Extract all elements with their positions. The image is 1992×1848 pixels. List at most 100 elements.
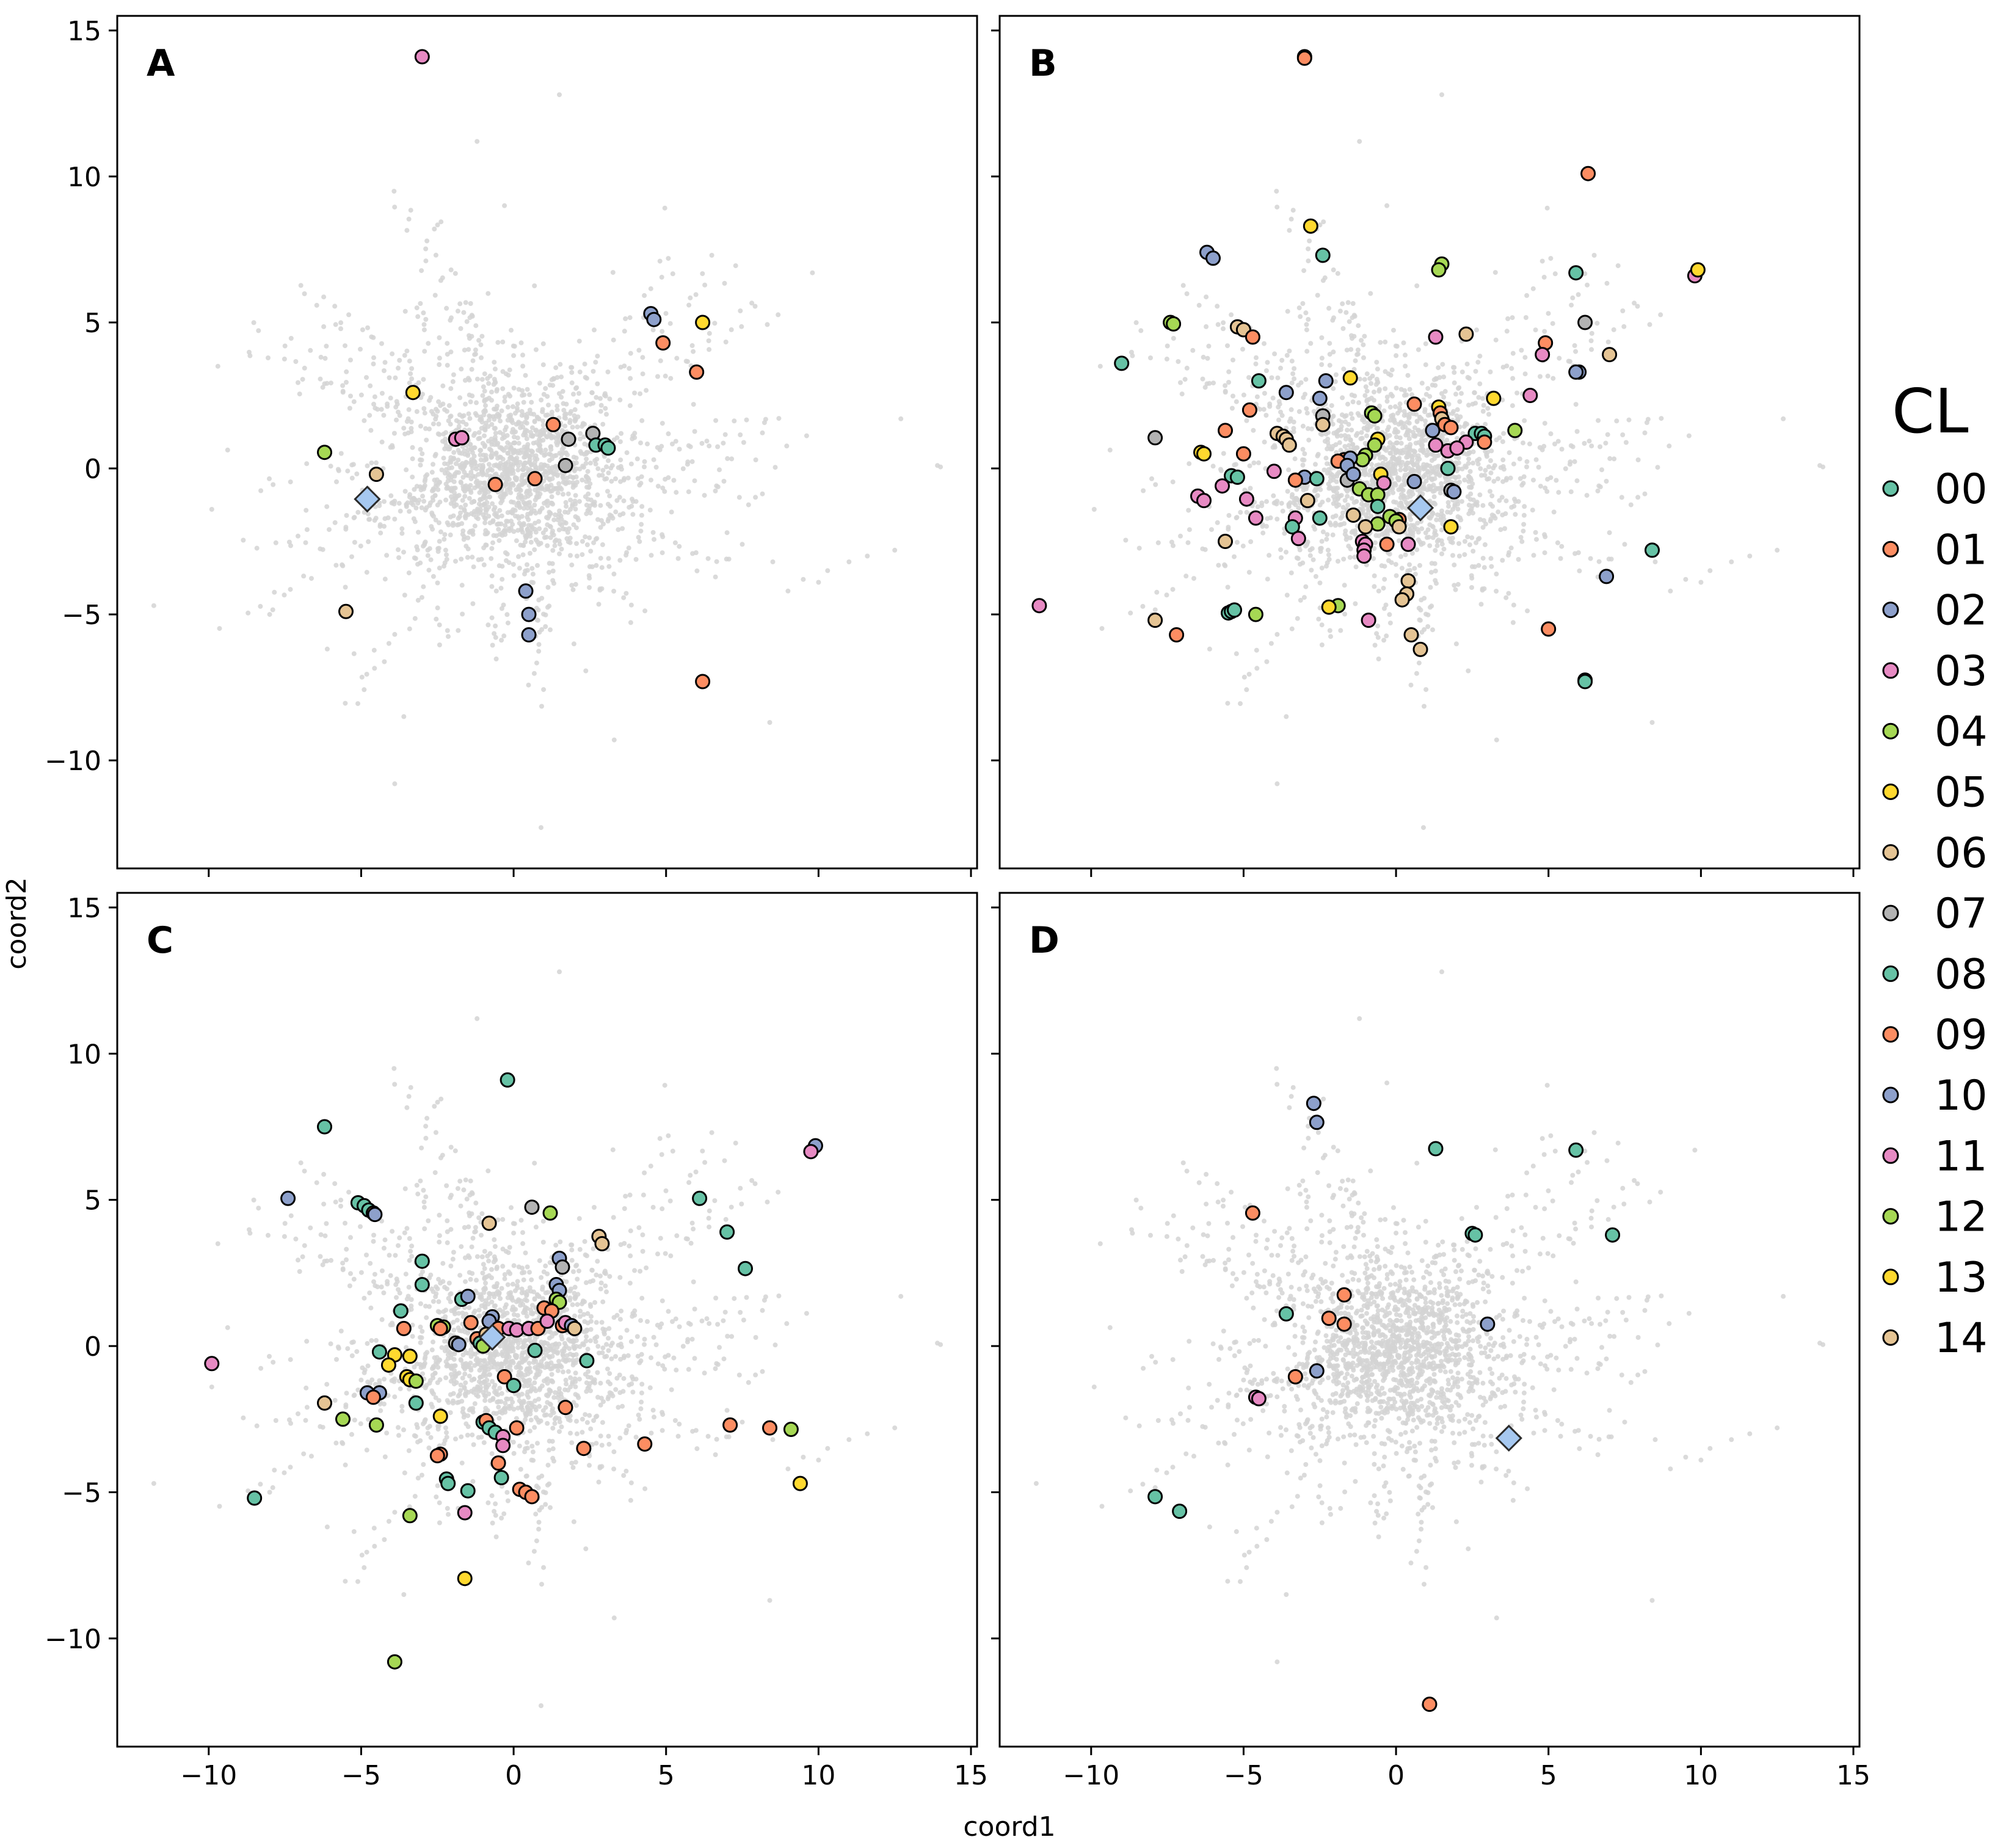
background-point <box>1589 347 1594 352</box>
background-point <box>1459 391 1464 396</box>
background-point <box>1307 238 1312 244</box>
background-point <box>324 343 329 349</box>
background-point <box>367 517 373 522</box>
background-point <box>1342 583 1347 588</box>
background-point <box>595 517 600 522</box>
background-point <box>469 333 474 339</box>
background-point <box>1182 377 1188 382</box>
background-point <box>496 563 502 569</box>
background-point <box>1456 385 1462 390</box>
background-point <box>1555 540 1560 545</box>
background-point <box>1456 541 1461 546</box>
background-point <box>545 498 550 504</box>
background-point <box>559 547 564 552</box>
background-point <box>437 355 442 361</box>
background-point <box>512 475 518 480</box>
background-point <box>1655 465 1660 470</box>
background-point <box>1409 457 1415 462</box>
background-point <box>1397 401 1403 407</box>
background-point <box>338 326 343 332</box>
background-point <box>1390 465 1395 470</box>
background-point <box>535 562 540 568</box>
background-point <box>335 467 341 472</box>
background-point <box>1504 329 1510 334</box>
background-point <box>461 413 467 418</box>
background-point <box>587 481 593 487</box>
background-point <box>1588 338 1594 343</box>
background-point <box>655 445 660 450</box>
background-point <box>338 1328 344 1334</box>
background-point <box>468 482 473 488</box>
background-point <box>611 337 616 343</box>
background-point <box>1218 467 1223 472</box>
background-point <box>705 556 711 561</box>
background-point <box>536 642 542 647</box>
background-point <box>638 440 643 446</box>
background-point <box>1570 444 1576 449</box>
background-point <box>513 449 518 454</box>
background-point <box>245 610 251 616</box>
background-point <box>1187 527 1192 533</box>
background-point <box>1422 485 1427 490</box>
background-point <box>588 497 594 503</box>
background-point <box>650 327 656 333</box>
data-point <box>1196 493 1212 509</box>
background-point <box>1326 552 1331 558</box>
background-point <box>324 646 330 652</box>
background-point <box>569 365 575 370</box>
background-point <box>1489 493 1495 498</box>
background-point <box>1223 390 1228 395</box>
background-point <box>516 421 521 426</box>
background-point <box>475 1394 481 1399</box>
data-point <box>1391 519 1407 535</box>
background-point <box>649 478 653 483</box>
background-point <box>417 457 423 462</box>
background-point <box>392 498 398 504</box>
background-point <box>1427 605 1433 610</box>
background-point <box>1404 454 1409 460</box>
background-point <box>404 228 410 233</box>
background-point <box>609 479 614 484</box>
background-point <box>507 447 513 453</box>
background-point <box>595 354 600 359</box>
background-point <box>506 391 511 397</box>
background-point <box>655 374 660 379</box>
background-point <box>598 396 603 401</box>
background-point <box>1326 305 1332 311</box>
background-point <box>1391 327 1396 333</box>
background-point <box>1427 515 1431 520</box>
background-point <box>1303 377 1309 382</box>
background-point <box>478 507 483 512</box>
background-point <box>938 464 943 470</box>
background-point <box>484 542 489 548</box>
background-point <box>470 529 475 535</box>
background-point <box>564 475 570 481</box>
background-point <box>515 435 520 440</box>
background-point <box>1234 540 1240 545</box>
background-point <box>556 511 562 517</box>
background-point <box>418 446 423 452</box>
background-point <box>1357 139 1362 144</box>
background-point <box>1453 391 1458 397</box>
background-point <box>1389 413 1394 418</box>
background-point <box>490 642 495 648</box>
background-point <box>523 460 528 466</box>
background-point <box>539 704 544 709</box>
background-point <box>482 398 487 402</box>
background-point <box>1396 538 1401 544</box>
background-point <box>1522 371 1528 377</box>
background-point <box>523 539 528 545</box>
background-point <box>444 552 449 558</box>
background-point <box>545 1290 550 1295</box>
background-point <box>511 562 516 567</box>
background-point <box>628 351 633 356</box>
background-point <box>1374 360 1379 365</box>
background-point <box>522 454 527 460</box>
background-point <box>1459 466 1465 471</box>
background-point <box>1318 545 1324 551</box>
data-point <box>1507 423 1523 438</box>
panel-frame <box>116 15 978 870</box>
background-point <box>1428 471 1433 476</box>
background-point <box>1352 393 1358 399</box>
